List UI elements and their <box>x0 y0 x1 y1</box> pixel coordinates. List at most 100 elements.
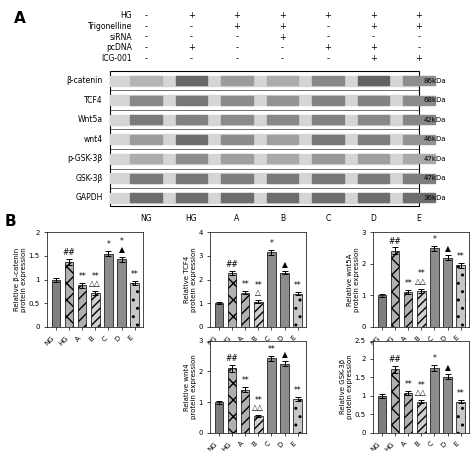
Text: +: + <box>416 11 422 20</box>
Text: +: + <box>325 11 331 20</box>
Bar <box>110 193 418 203</box>
Text: -: - <box>236 32 238 41</box>
Text: **: ** <box>78 272 86 281</box>
Bar <box>403 154 435 163</box>
Text: *: * <box>107 240 110 249</box>
Text: Trigonelline: Trigonelline <box>88 22 132 31</box>
Bar <box>221 76 253 85</box>
Bar <box>175 135 208 143</box>
Bar <box>456 401 465 433</box>
Bar <box>417 401 426 433</box>
Y-axis label: Relative β-catenin
protein expression: Relative β-catenin protein expression <box>14 247 27 312</box>
Text: **: ** <box>255 396 262 405</box>
Text: **: ** <box>457 389 465 398</box>
Text: E: E <box>417 214 421 223</box>
Bar <box>130 154 162 163</box>
Bar <box>221 193 253 202</box>
Y-axis label: Relative wnt4
protein expression: Relative wnt4 protein expression <box>184 354 197 419</box>
Bar <box>175 154 208 163</box>
Text: 42kDa: 42kDa <box>424 117 446 123</box>
Text: Wnt5a: Wnt5a <box>78 115 103 124</box>
Bar <box>78 285 86 327</box>
Text: ##: ## <box>226 354 238 363</box>
Bar <box>254 302 263 327</box>
Bar <box>267 253 276 327</box>
Text: -: - <box>418 32 420 41</box>
Bar <box>404 393 412 433</box>
Text: -: - <box>190 32 193 41</box>
Text: 36kDa: 36kDa <box>424 195 446 201</box>
Text: -: - <box>327 22 329 31</box>
Bar <box>228 368 237 433</box>
Bar <box>175 115 208 124</box>
Text: ▲: ▲ <box>282 260 288 269</box>
Text: **: ** <box>255 281 262 290</box>
Text: +: + <box>188 43 195 52</box>
Bar <box>175 174 208 183</box>
Y-axis label: Relative wnt5A
protein expression: Relative wnt5A protein expression <box>347 247 360 312</box>
Text: *: * <box>432 235 437 244</box>
Text: **: ** <box>241 280 249 289</box>
Bar <box>266 154 299 163</box>
Bar <box>110 115 418 124</box>
Text: +: + <box>279 22 286 31</box>
Bar <box>221 135 253 143</box>
Text: ▲: ▲ <box>445 244 450 253</box>
Text: +: + <box>370 22 377 31</box>
Bar <box>109 71 419 206</box>
Y-axis label: Relative TCF4
protein expression: Relative TCF4 protein expression <box>184 247 197 312</box>
Bar <box>312 115 344 124</box>
Text: -: - <box>236 54 238 63</box>
Text: NG: NG <box>140 214 152 223</box>
Text: GSK-3β: GSK-3β <box>75 174 103 183</box>
Bar <box>175 76 208 85</box>
Bar <box>266 193 299 202</box>
Text: **: ** <box>457 252 465 261</box>
Text: +: + <box>416 54 422 63</box>
Text: A: A <box>234 214 240 223</box>
Bar <box>241 390 249 433</box>
Text: C: C <box>325 214 331 223</box>
Bar <box>110 134 418 144</box>
Text: -: - <box>327 54 329 63</box>
Text: HG: HG <box>121 11 132 20</box>
Text: **: ** <box>418 381 425 390</box>
Bar <box>266 135 299 143</box>
Text: +: + <box>234 22 240 31</box>
Text: **: ** <box>404 380 412 389</box>
Text: ▲: ▲ <box>445 364 450 373</box>
Bar <box>52 280 60 327</box>
Bar <box>110 95 418 105</box>
Text: △△: △△ <box>415 277 427 286</box>
Text: pcDNA: pcDNA <box>107 43 132 52</box>
Bar <box>293 294 302 327</box>
Bar <box>357 115 390 124</box>
Text: ▲: ▲ <box>282 350 288 359</box>
Text: wnt4: wnt4 <box>83 135 103 144</box>
Text: -: - <box>145 32 147 41</box>
Bar <box>443 258 452 327</box>
Text: -: - <box>281 43 284 52</box>
Bar <box>221 96 253 105</box>
Text: +: + <box>188 11 195 20</box>
Bar <box>130 174 162 183</box>
Bar <box>312 135 344 143</box>
Bar <box>403 193 435 202</box>
Bar <box>293 399 302 433</box>
Text: B: B <box>5 214 17 229</box>
Text: +: + <box>370 43 377 52</box>
Text: B: B <box>280 214 285 223</box>
Text: 86kDa: 86kDa <box>424 78 446 83</box>
Text: **: ** <box>418 269 425 278</box>
Bar <box>110 76 418 86</box>
Text: HG: HG <box>186 214 197 223</box>
Text: -: - <box>190 22 193 31</box>
Text: △△: △△ <box>253 403 264 412</box>
Text: -: - <box>145 11 147 20</box>
Bar <box>130 76 162 85</box>
Bar <box>403 76 435 85</box>
Text: **: ** <box>294 387 301 396</box>
Bar <box>456 265 465 327</box>
Bar <box>430 248 439 327</box>
Text: *: * <box>119 238 124 246</box>
